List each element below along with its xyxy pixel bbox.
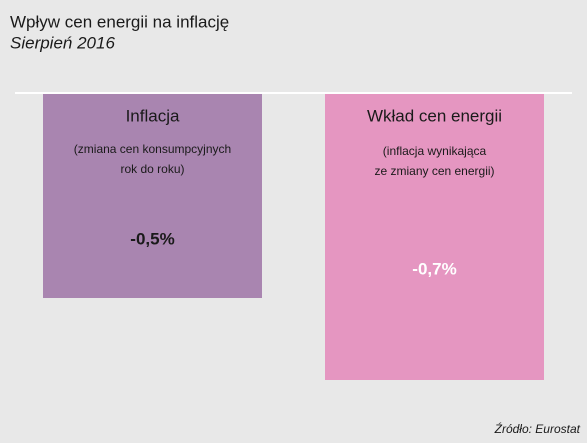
value-label: -0,7%: [412, 259, 456, 278]
chart-title: Wpływ cen energii na inflację: [10, 12, 229, 31]
source: Źródło: Eurostat: [494, 421, 581, 436]
bar: [43, 93, 262, 298]
category-sublabel: (inflacja wynikająca: [383, 144, 487, 158]
value-label: -0,5%: [130, 229, 174, 248]
category-sublabel: (zmiana cen konsumpcyjnych: [74, 142, 231, 156]
chart-subtitle: Sierpień 2016: [10, 33, 115, 52]
category-sublabel: rok do roku): [120, 162, 184, 176]
category-label: Inflacja: [126, 106, 180, 125]
category-label: Wkład cen energii: [367, 106, 502, 125]
bar: [325, 93, 544, 380]
category-sublabel: ze zmiany cen energii): [374, 164, 494, 178]
